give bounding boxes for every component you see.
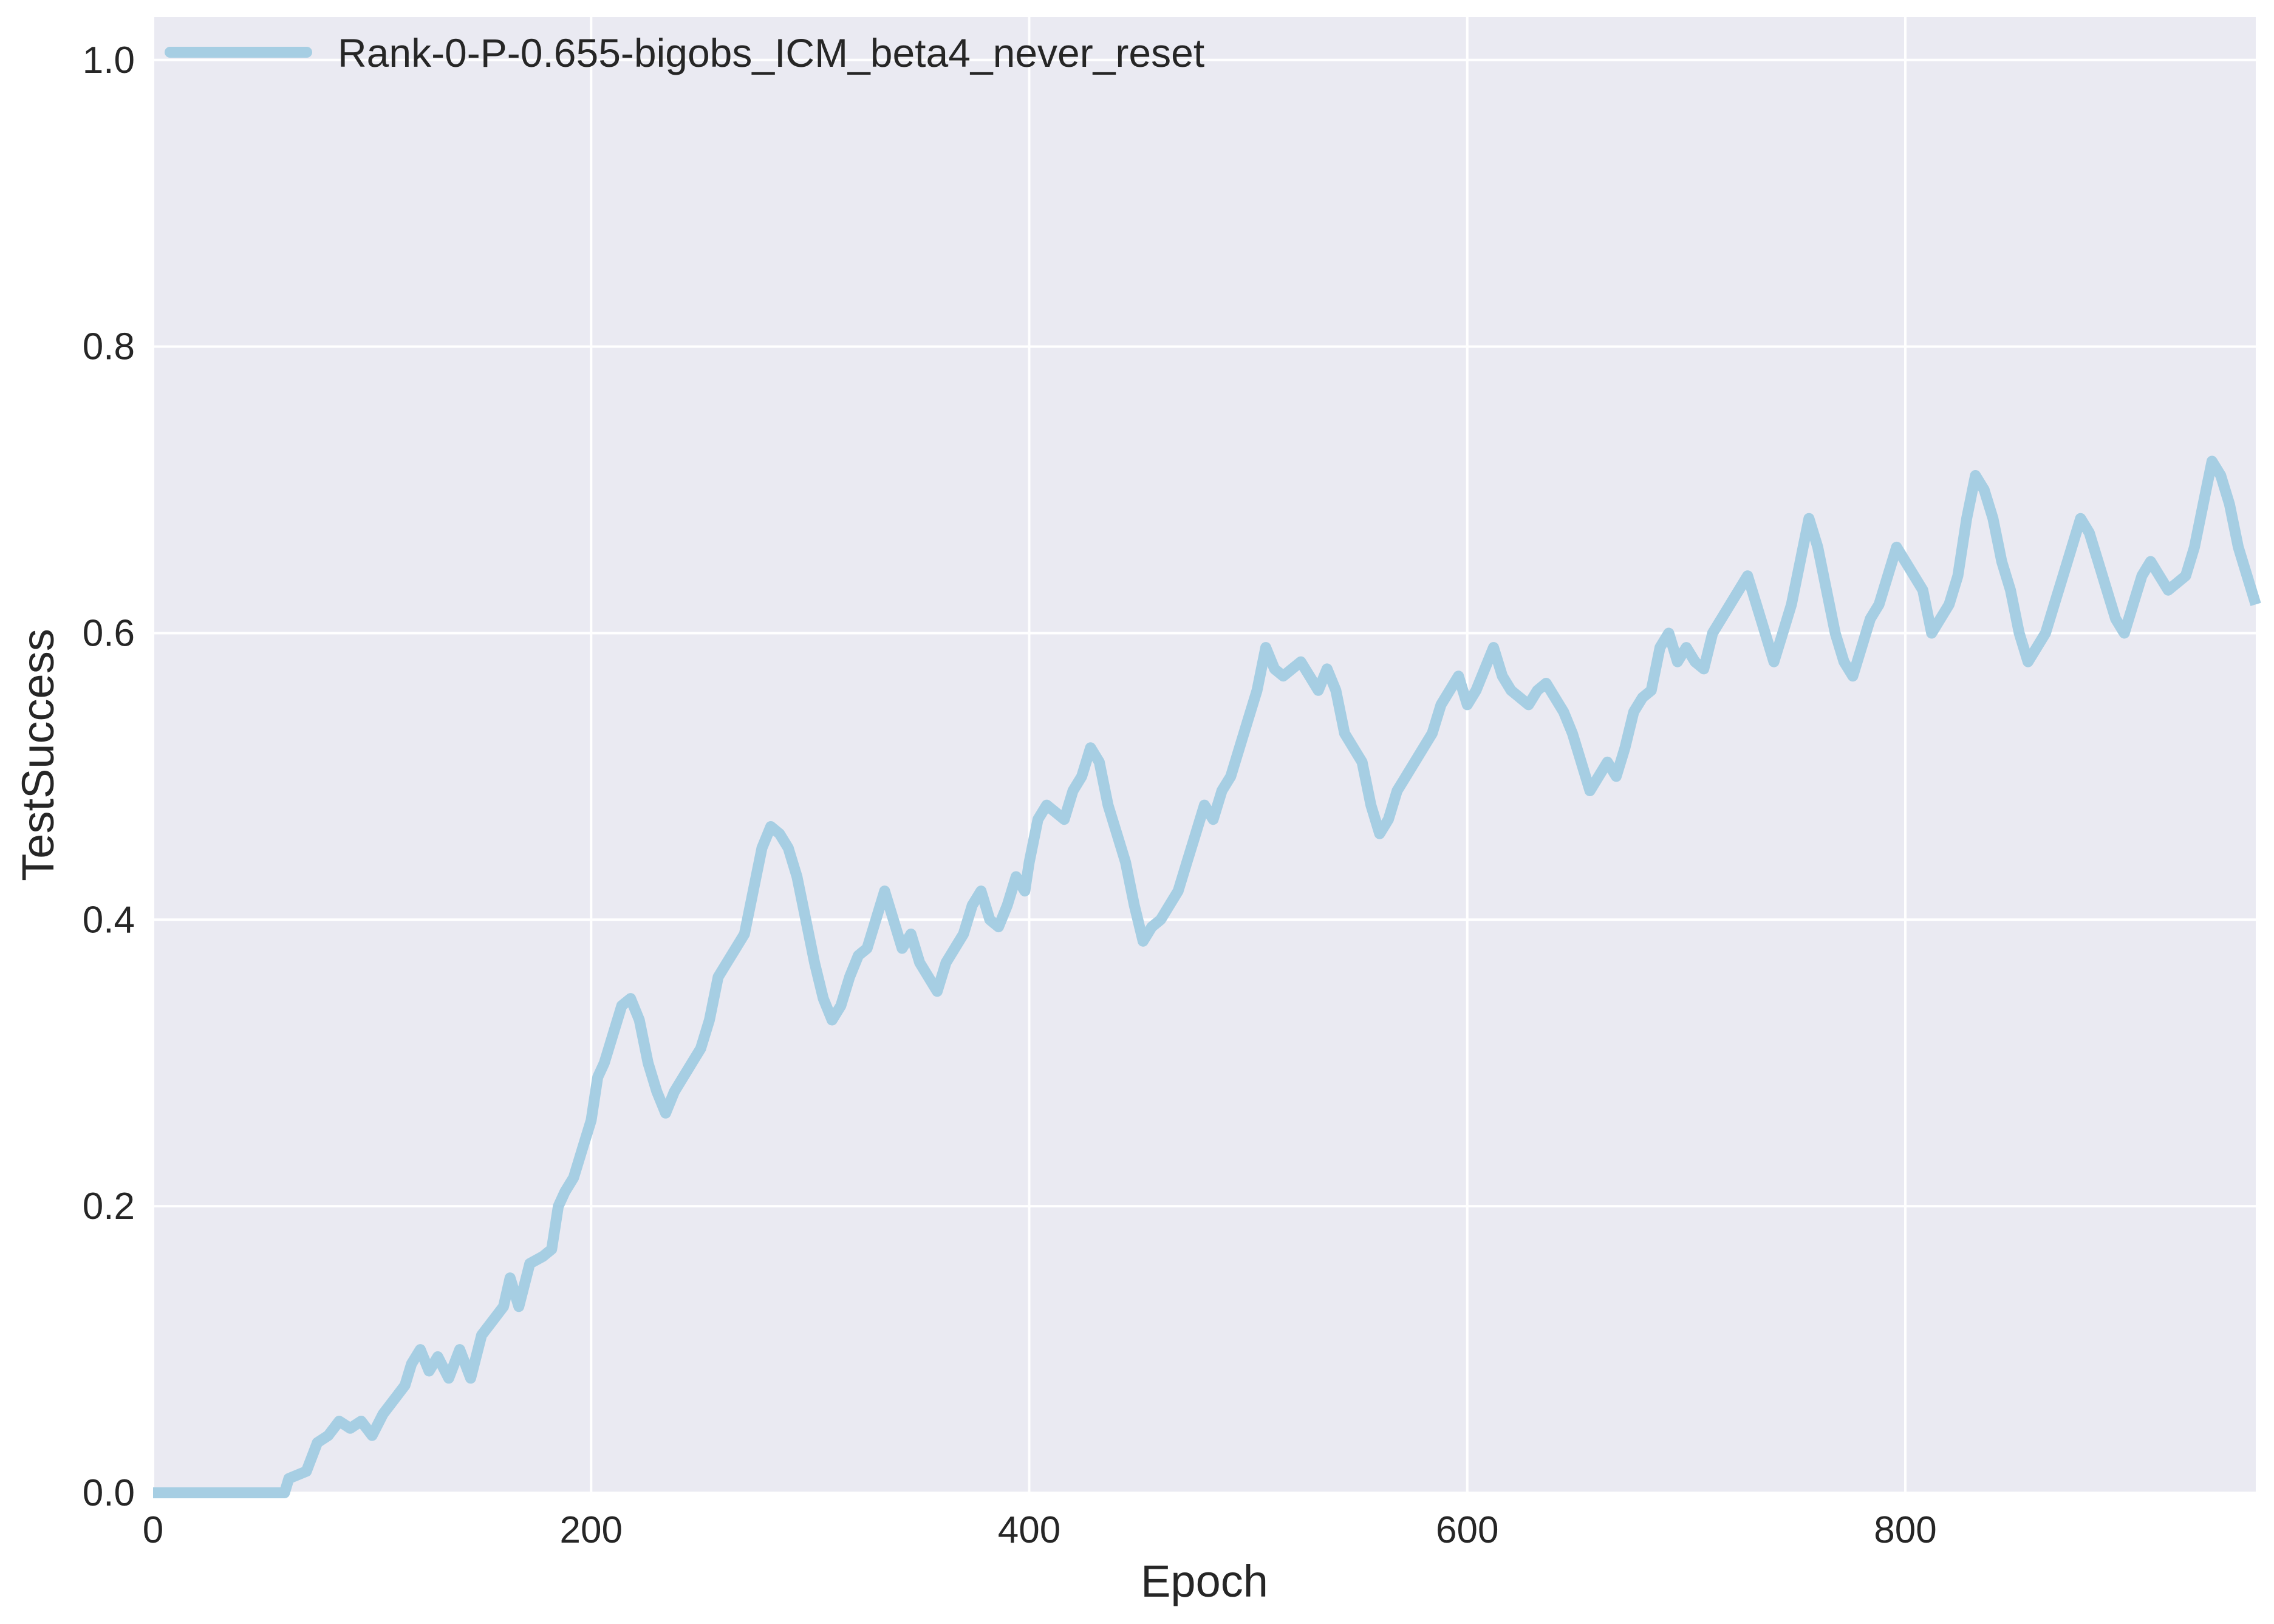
x-tick-label: 200 (560, 1509, 623, 1551)
y-axis-label: TestSuccess (13, 629, 63, 881)
x-tick-label: 0 (143, 1509, 163, 1551)
grid (152, 17, 2256, 1494)
y-tick-label: 1.0 (83, 39, 135, 81)
y-tick-label: 0.4 (83, 899, 135, 941)
series-layer (153, 455, 2261, 1498)
series-line (153, 455, 2261, 1498)
y-tick-label: 0.0 (83, 1472, 135, 1514)
x-tick-label: 600 (1436, 1509, 1498, 1551)
x-axis-label: Epoch (1141, 1556, 1268, 1606)
plot-background (153, 17, 2256, 1493)
x-axis: 0 200 400 600 800 (143, 1509, 1937, 1551)
y-tick-label: 0.6 (83, 612, 135, 654)
legend-label: Rank-0-P-0.655-bigobs_ICM_beta4_never_re… (338, 30, 1204, 75)
y-axis: 0.0 0.2 0.4 0.6 0.8 1.0 (83, 39, 135, 1514)
y-tick-label: 0.2 (83, 1186, 135, 1227)
y-tick-label: 0.8 (83, 326, 135, 368)
legend: Rank-0-P-0.655-bigobs_ICM_beta4_never_re… (165, 30, 1204, 75)
x-tick-label: 800 (1874, 1509, 1936, 1551)
x-tick-label: 400 (998, 1509, 1060, 1551)
